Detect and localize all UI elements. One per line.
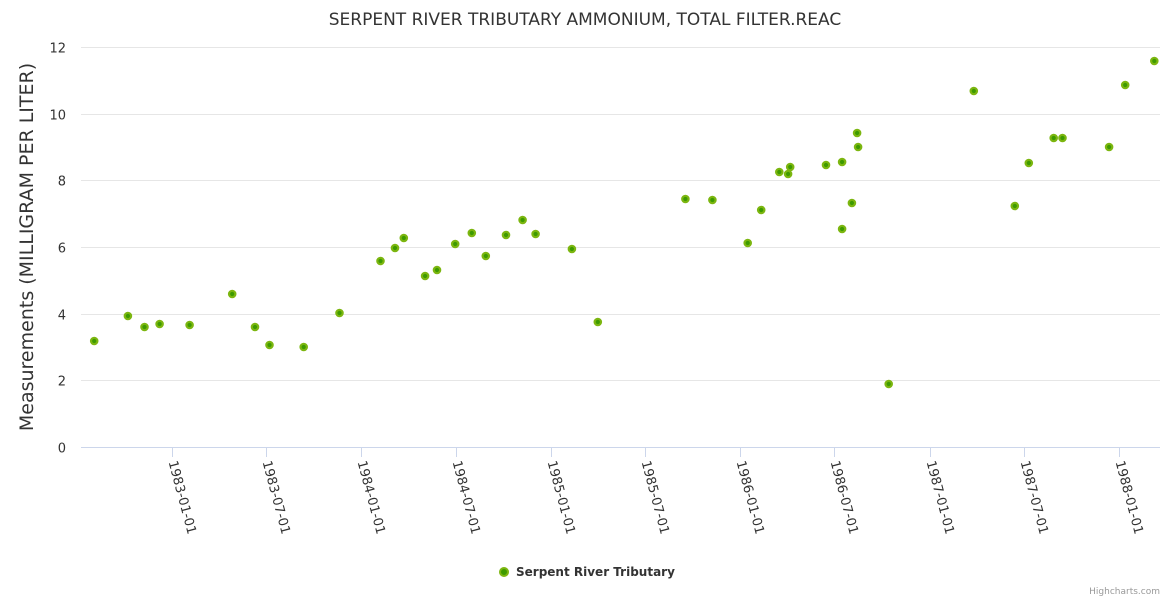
data-point[interactable]: [335, 308, 344, 318]
data-point[interactable]: [783, 169, 793, 179]
x-tick-label: 1987-01-01: [923, 459, 957, 536]
data-point[interactable]: [481, 251, 491, 261]
y-tick-label: 12: [49, 42, 66, 57]
data-point[interactable]: [1120, 80, 1130, 90]
x-tick-label: 1985-07-01: [638, 459, 672, 536]
data-point[interactable]: [847, 198, 857, 208]
data-point[interactable]: [567, 244, 577, 254]
y-axis-ticks: 0 2 4 6 8 10 12: [49, 42, 66, 457]
data-point[interactable]: [1049, 133, 1059, 143]
data-point[interactable]: [265, 340, 274, 350]
data-point[interactable]: [140, 322, 149, 332]
x-tick-label: 1988-01-01: [1112, 459, 1146, 536]
data-point[interactable]: [250, 322, 260, 332]
credits-link[interactable]: Highcharts.com: [1089, 587, 1160, 597]
legend[interactable]: Serpent River Tributary: [499, 565, 675, 579]
data-point[interactable]: [785, 162, 795, 172]
data-point[interactable]: [390, 243, 400, 253]
data-point[interactable]: [227, 289, 237, 299]
data-points: [89, 56, 1159, 389]
data-point[interactable]: [155, 319, 164, 329]
y-tick-label: 0: [58, 442, 66, 457]
y-tick-label: 2: [58, 375, 66, 390]
data-point[interactable]: [450, 239, 460, 249]
chart-title: SERPENT RIVER TRIBUTARY AMMONIUM, TOTAL …: [329, 10, 842, 30]
y-tick-label: 6: [58, 242, 66, 257]
data-point[interactable]: [969, 86, 979, 96]
data-point[interactable]: [743, 238, 753, 248]
data-point[interactable]: [837, 224, 847, 234]
y-tick-label: 8: [58, 175, 66, 190]
data-point[interactable]: [708, 195, 717, 205]
legend-marker-icon: [499, 567, 509, 577]
x-tick-label: 1985-01-01: [544, 459, 578, 536]
data-point[interactable]: [1024, 158, 1034, 168]
data-point[interactable]: [593, 317, 603, 327]
data-point[interactable]: [518, 215, 527, 225]
data-point[interactable]: [399, 233, 409, 243]
x-tick-label: 1983-01-01: [165, 459, 199, 536]
data-point[interactable]: [299, 342, 309, 352]
data-point[interactable]: [432, 265, 442, 275]
data-point[interactable]: [774, 167, 784, 177]
data-point[interactable]: [884, 379, 894, 389]
data-point[interactable]: [681, 194, 690, 204]
y-axis-label: Measurements (MILLIGRAM PER LITER): [16, 63, 38, 431]
data-point[interactable]: [467, 228, 477, 238]
data-point[interactable]: [1104, 142, 1114, 152]
data-point[interactable]: [1150, 56, 1159, 66]
data-point[interactable]: [123, 311, 133, 321]
x-tick-label: 1983-07-01: [259, 459, 293, 536]
data-point[interactable]: [1010, 201, 1020, 211]
data-point[interactable]: [1058, 133, 1067, 143]
x-tick-label: 1986-07-01: [827, 459, 861, 536]
data-point[interactable]: [853, 142, 863, 152]
legend-item-serpent-river-tributary[interactable]: Serpent River Tributary: [516, 565, 675, 579]
data-point[interactable]: [89, 336, 99, 346]
y-tick-label: 10: [49, 109, 66, 124]
data-point[interactable]: [531, 229, 540, 239]
x-tick-label: 1987-07-01: [1017, 459, 1051, 536]
x-tick-label: 1984-01-01: [354, 459, 388, 536]
x-tick-label: 1986-01-01: [733, 459, 767, 536]
data-point[interactable]: [501, 230, 511, 240]
y-tick-label: 4: [58, 309, 66, 324]
x-axis-ticks: 1983-01-01 1983-07-01 1984-01-01 1984-07-01…: [165, 447, 1146, 536]
grid-lines: [81, 47, 1160, 381]
data-point[interactable]: [821, 160, 831, 170]
data-point[interactable]: [756, 205, 766, 215]
data-point[interactable]: [837, 157, 847, 167]
data-point[interactable]: [420, 271, 430, 281]
data-point[interactable]: [376, 256, 385, 266]
data-point[interactable]: [185, 320, 194, 330]
x-tick-label: 1984-07-01: [449, 459, 483, 536]
data-point[interactable]: [852, 128, 862, 138]
